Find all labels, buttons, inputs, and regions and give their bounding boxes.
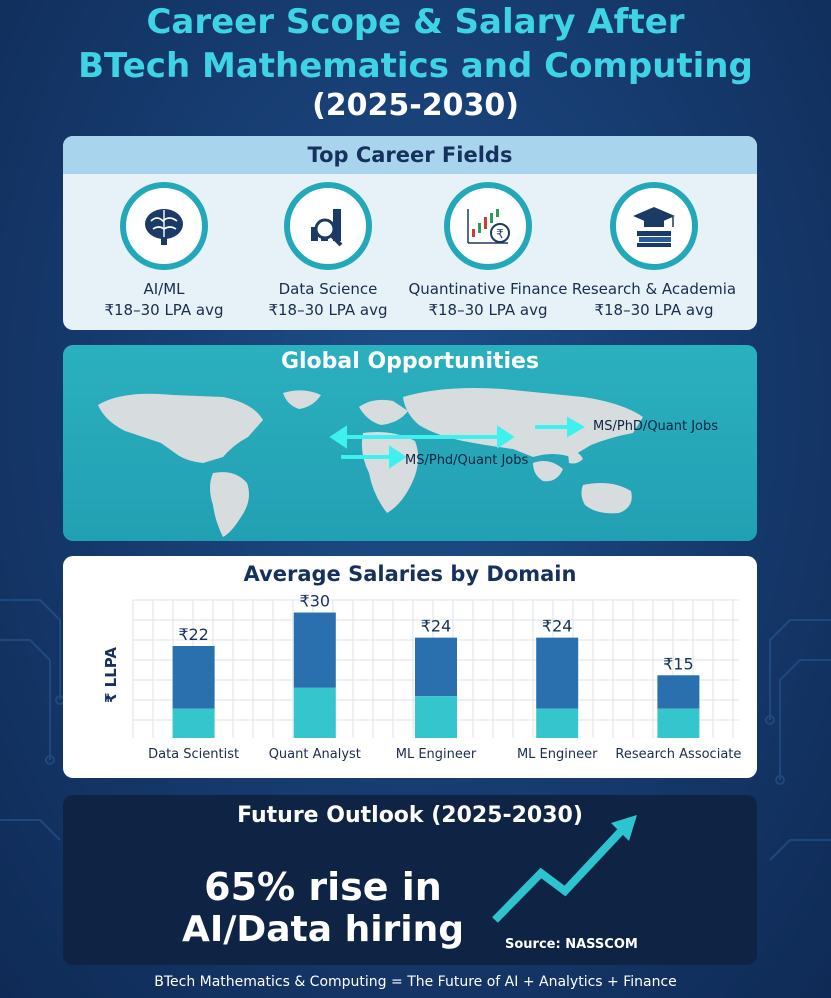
- career-field-salary: ₹18–30 LPA avg: [104, 301, 224, 319]
- bar-value-label: ₹24: [542, 617, 573, 636]
- bar-upper-segment: [415, 637, 457, 697]
- bar-lower-segment: [293, 687, 336, 738]
- page-title-line-3: (2025-2030): [312, 88, 519, 123]
- career-field-name: Research & Academia: [571, 280, 737, 298]
- career-field-name: Data Science: [278, 280, 378, 298]
- career-field-salary: ₹18–30 LPA avg: [268, 301, 388, 319]
- career-field-salary: ₹18–30 LPA avg: [428, 301, 548, 319]
- svg-text:₹: ₹: [496, 227, 504, 241]
- chart-title: Average Salaries by Domain: [243, 562, 577, 586]
- bar-upper-segment: [657, 675, 700, 709]
- trend-up-arrow-icon: [492, 815, 637, 923]
- career-field-quant-finance: ₹ Quantinative Finance ₹18–30 LPA avg: [403, 182, 573, 319]
- salary-chart-panel: Average Salaries by Domain ₹ LLPA ₹22 Dat…: [63, 556, 757, 778]
- x-tick-label: ML Engineer: [517, 747, 598, 762]
- career-field-name: Quantinative Finance: [408, 280, 568, 298]
- bar-upper-segment: [172, 646, 215, 709]
- x-tick-label: Quant Analyst: [269, 747, 361, 762]
- world-map: [98, 388, 643, 537]
- brain-icon: [120, 182, 208, 270]
- bar-value-label: ₹15: [663, 654, 694, 673]
- future-outlook-panel: Future Outlook (2025-2030) 65% rise in A…: [63, 795, 757, 965]
- page-title-line-1: Career Scope & Salary After: [146, 2, 685, 42]
- graduation-cap-books-icon: [610, 182, 698, 270]
- outlook-headline-line-1: 65% rise in: [204, 865, 442, 909]
- outlook-source: Source: NASSCOM: [505, 937, 638, 952]
- bar-upper-segment: [536, 637, 579, 709]
- map-label-ms-phd-quant-jobs-east: MS/PhD/Quant Jobs: [593, 419, 719, 434]
- footer-tagline: BTech Mathematics & Computing = The Futu…: [154, 974, 677, 990]
- bar-value-label: ₹30: [300, 592, 331, 611]
- global-heading: Global Opportunities: [280, 349, 540, 374]
- career-field-ai-ml: AI/ML ₹18–30 LPA avg: [79, 182, 249, 319]
- salary-bar-chart: ₹22 Data Scientist ₹30 Quant Analyst ₹24 ML E…: [132, 592, 741, 762]
- bar-value-label: ₹24: [421, 617, 452, 636]
- x-tick-label: Data Scientist: [148, 747, 239, 762]
- career-field-research-academia: Research & Academia ₹18–30 LPA avg: [569, 182, 739, 319]
- outlook-heading: Future Outlook (2025-2030): [237, 803, 583, 828]
- candlestick-rupee-icon: ₹: [444, 182, 532, 270]
- x-tick-label: ML Engineer: [396, 747, 477, 762]
- bar-lower-segment: [536, 708, 579, 738]
- career-field-salary: ₹18–30 LPA avg: [594, 301, 714, 319]
- bar-upper-segment: [293, 612, 336, 688]
- bar-value-label: ₹22: [178, 625, 209, 644]
- bar-lower-segment: [172, 708, 215, 738]
- top-career-fields-panel: Top Career Fields AI/ML ₹18–30 LPA avg D…: [63, 136, 757, 330]
- careers-heading: Top Career Fields: [63, 136, 757, 174]
- x-tick-label: Research Associate: [615, 747, 741, 762]
- data-chart-magnifier-icon: [284, 182, 372, 270]
- career-field-name: AI/ML: [143, 280, 185, 298]
- page-title-line-2: BTech Mathematics and Computing: [78, 46, 753, 86]
- bar-lower-segment: [415, 696, 457, 738]
- global-opportunities-panel: Global Opportunities MS/Phd/Quant Jobs M…: [63, 345, 757, 541]
- bar-lower-segment: [657, 708, 700, 738]
- career-field-data-science: Data Science ₹18–30 LPA avg: [243, 182, 413, 319]
- map-label-ms-phd-quant-jobs: MS/Phd/Quant Jobs: [405, 453, 529, 468]
- outlook-headline-line-2: AI/Data hiring: [181, 909, 465, 950]
